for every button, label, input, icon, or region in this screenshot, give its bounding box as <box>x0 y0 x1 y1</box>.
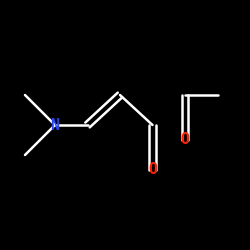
Text: N: N <box>50 118 59 132</box>
Text: O: O <box>180 132 190 148</box>
Text: O: O <box>148 162 157 178</box>
